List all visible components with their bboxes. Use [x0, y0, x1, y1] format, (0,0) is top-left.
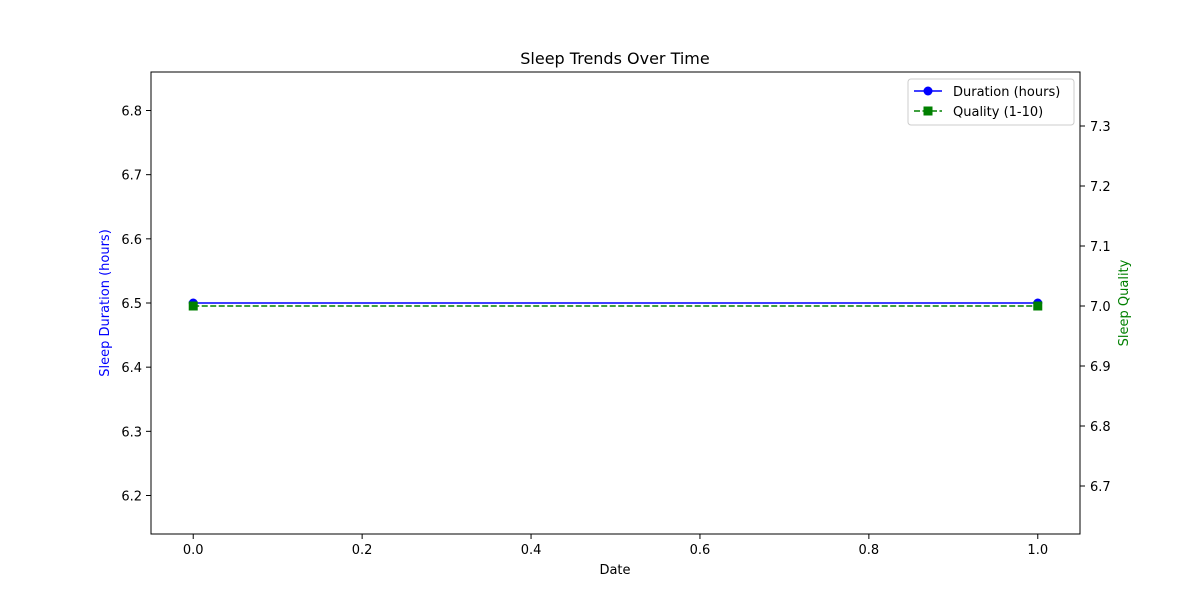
series-layer — [188, 298, 1043, 311]
right-y-tick-label: 7.3 — [1090, 120, 1111, 135]
right-y-axis-ticks: 6.7 6.8 6.9 7.0 7.1 7.2 7.3 — [1080, 120, 1111, 495]
x-axis-ticks: 0.0 0.2 0.4 0.6 0.8 1.0 — [183, 534, 1048, 558]
x-tick-label: 0.8 — [859, 543, 880, 558]
x-tick-label: 0.2 — [352, 543, 373, 558]
left-y-axis-label: Sleep Duration (hours) — [98, 229, 113, 377]
left-y-axis-ticks: 6.2 6.3 6.4 6.5 6.6 6.7 6.8 — [121, 105, 151, 505]
right-y-tick-label: 6.9 — [1090, 360, 1111, 375]
left-y-tick-label: 6.5 — [121, 297, 142, 312]
right-y-tick-label: 7.1 — [1090, 240, 1111, 255]
right-y-tick-label: 7.0 — [1090, 300, 1111, 315]
right-y-tick-label: 7.2 — [1090, 180, 1111, 195]
legend-box — [907, 78, 1075, 126]
quality-data-point — [188, 301, 198, 311]
x-tick-label: 0.0 — [183, 543, 204, 558]
right-y-tick-label: 6.8 — [1090, 420, 1111, 435]
chart-title: Sleep Trends Over Time — [520, 49, 709, 68]
left-y-tick-label: 6.4 — [121, 361, 142, 376]
legend-quality-label: Quality (1-10) — [953, 105, 1043, 120]
x-tick-label: 1.0 — [1027, 543, 1048, 558]
right-y-axis-label: Sleep Quality — [1117, 259, 1132, 346]
left-y-tick-label: 6.7 — [121, 169, 142, 184]
legend-quality-marker — [923, 106, 933, 116]
left-y-tick-label: 6.6 — [121, 233, 142, 248]
left-y-tick-label: 6.8 — [121, 105, 142, 120]
x-axis-label: Date — [599, 563, 630, 578]
x-tick-label: 0.4 — [521, 543, 542, 558]
left-y-tick-label: 6.2 — [121, 490, 142, 505]
legend-entries: Duration (hours) Quality (1-10) — [914, 85, 1060, 120]
right-y-tick-label: 6.7 — [1090, 480, 1111, 495]
legend: Duration (hours) Quality (1-10) — [907, 78, 1075, 126]
left-y-tick-label: 6.3 — [121, 425, 142, 440]
x-tick-label: 0.6 — [690, 543, 711, 558]
quality-data-point — [1033, 301, 1043, 311]
legend-duration-marker — [923, 86, 933, 96]
legend-duration-label: Duration (hours) — [953, 85, 1060, 100]
